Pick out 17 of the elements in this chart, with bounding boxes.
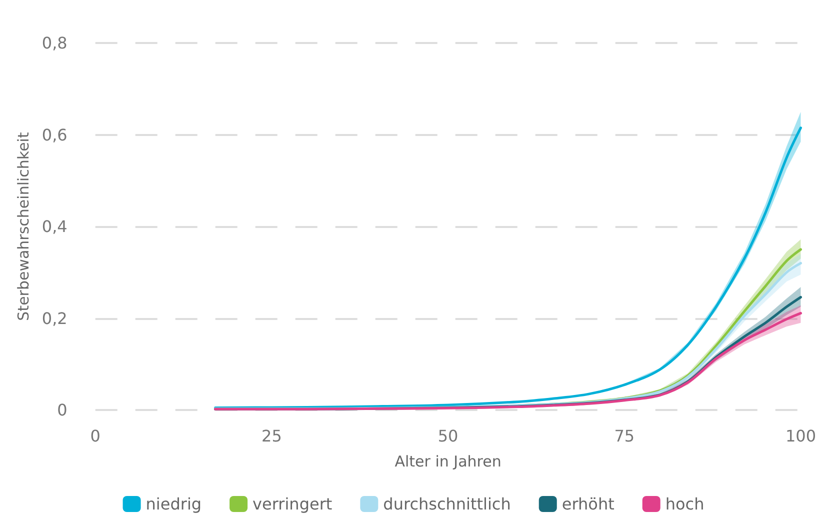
y-tick-label: 0,4 <box>42 217 68 236</box>
x-tick-label: 25 <box>262 426 282 446</box>
legend-label: durchschnittlich <box>383 494 511 514</box>
y-tick-label: 0,8 <box>42 34 68 52</box>
legend-label: erhöht <box>562 494 614 514</box>
legend-label: hoch <box>665 494 704 514</box>
legend-label: verringert <box>252 494 332 514</box>
x-tick-label: 100 <box>785 426 816 446</box>
x-axis-title: Alter in Jahren <box>394 452 502 470</box>
x-tick-label: 75 <box>614 426 635 446</box>
y-tick-label: 0,2 <box>42 308 68 328</box>
y-tick-label: 0 <box>57 400 68 420</box>
x-tick-label: 50 <box>438 426 458 446</box>
y-tick-label: 0,6 <box>42 125 68 144</box>
y-axis-title: Sterbewahrscheinlichkeit <box>14 132 32 321</box>
legend-label: niedrig <box>146 494 202 514</box>
x-tick-label: 0 <box>90 426 100 446</box>
